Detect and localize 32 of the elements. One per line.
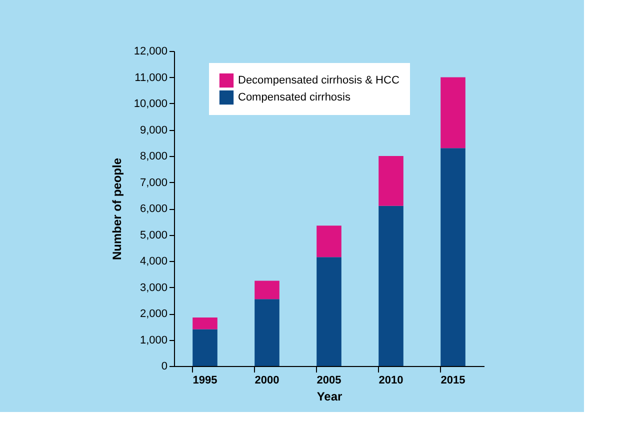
x-tick-label: 2000 xyxy=(254,374,280,386)
y-tick-label: 12,000 xyxy=(134,46,168,58)
bar xyxy=(316,226,342,258)
legend-label: Compensated cirrhosis xyxy=(238,92,351,104)
bar xyxy=(378,156,404,206)
legend-label: Decompensated cirrhosis & HCC xyxy=(238,74,400,86)
y-tick-label: 7,000 xyxy=(140,176,168,189)
y-tick-label: 6,000 xyxy=(140,203,168,215)
x-tick-label: 2010 xyxy=(378,374,404,386)
bar xyxy=(440,148,466,366)
y-tick-label: 8,000 xyxy=(140,150,168,162)
y-tick-label: 9,000 xyxy=(140,124,168,136)
y-tick-label: 11,000 xyxy=(134,72,168,84)
y-axis-title: Number of people xyxy=(110,158,124,260)
bar xyxy=(254,299,280,366)
y-tick-label: 2,000 xyxy=(140,308,168,320)
bar xyxy=(316,257,342,366)
y-tick-label: 5,000 xyxy=(140,229,168,242)
y-tick-label: 4,000 xyxy=(140,256,168,268)
bar xyxy=(254,280,280,300)
x-tick-label: 1995 xyxy=(192,374,218,386)
bar xyxy=(378,206,404,366)
x-axis-title: Year xyxy=(316,390,343,404)
bar xyxy=(192,329,218,366)
bar xyxy=(192,317,218,330)
bar xyxy=(440,77,466,148)
y-tick-label: 1,000 xyxy=(140,334,168,346)
x-tick-label: 2005 xyxy=(316,374,342,386)
y-tick-label: 0 xyxy=(161,360,168,372)
y-tick-label: 3,000 xyxy=(140,282,168,294)
y-tick-label: 10,000 xyxy=(134,98,168,110)
x-tick-label: 2015 xyxy=(440,374,466,386)
